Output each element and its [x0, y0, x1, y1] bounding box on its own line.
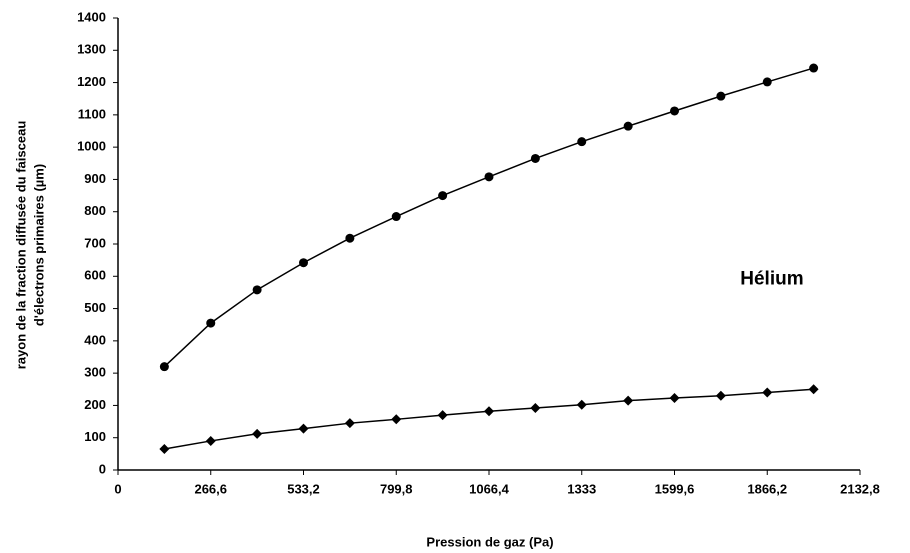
x-tick-label: 1066,4	[469, 481, 510, 496]
x-tick-label: 1599,6	[655, 481, 695, 496]
marker	[530, 403, 541, 414]
series-annotation: Hélium	[740, 268, 803, 289]
marker	[205, 435, 216, 446]
y-axis-label: rayon de la fraction diffusée du faiscea…	[13, 121, 28, 370]
y-tick-label: 1200	[77, 74, 106, 89]
marker	[715, 390, 726, 401]
marker	[623, 395, 634, 406]
y-tick-label: 600	[84, 268, 106, 283]
marker	[299, 258, 308, 268]
series-line	[163, 67, 814, 368]
marker	[530, 153, 540, 163]
marker	[808, 384, 819, 395]
marker	[206, 318, 216, 328]
y-tick-label: 1000	[77, 139, 106, 154]
x-tick-label: 533,2	[287, 481, 320, 496]
marker	[159, 362, 169, 372]
marker	[762, 387, 773, 398]
x-tick-label: 2132,8	[840, 481, 880, 496]
x-tick-label: 799,8	[380, 481, 413, 496]
y-tick-label: 700	[84, 235, 106, 250]
y-tick-label: 300	[84, 365, 106, 380]
y-tick-label: 1300	[77, 42, 106, 57]
x-tick-label: 1333	[567, 481, 596, 496]
marker	[437, 410, 448, 421]
marker	[484, 172, 494, 182]
y-tick-label: 0	[99, 461, 106, 476]
y-tick-label: 1100	[78, 106, 106, 121]
marker	[345, 233, 355, 243]
y-tick-label: 800	[84, 203, 106, 218]
marker	[391, 414, 402, 425]
x-tick-label: 1866,2	[747, 481, 787, 496]
y-tick-label: 200	[84, 397, 106, 412]
marker	[762, 77, 772, 87]
marker	[252, 285, 262, 295]
marker	[623, 121, 633, 131]
marker	[484, 406, 494, 417]
marker	[576, 399, 587, 410]
marker	[670, 106, 679, 116]
marker	[577, 137, 587, 147]
marker	[252, 428, 263, 439]
y-tick-label: 500	[84, 300, 106, 315]
marker	[344, 418, 355, 429]
marker	[809, 63, 819, 73]
y-tick-label: 1400	[77, 9, 106, 24]
y-tick-label: 900	[84, 171, 106, 186]
x-tick-label: 0	[114, 481, 121, 496]
marker	[669, 393, 680, 404]
marker	[716, 91, 726, 101]
y-tick-label: 400	[84, 332, 106, 347]
marker	[298, 423, 309, 434]
x-axis-label: Pression de gaz (Pa)	[426, 534, 553, 549]
marker	[438, 191, 448, 201]
x-tick-label: 266,6	[194, 481, 227, 496]
marker	[391, 212, 401, 222]
y-axis-label: d'électrons primaires (µm)	[31, 164, 46, 326]
series-line	[164, 388, 814, 450]
y-tick-label: 100	[84, 429, 106, 444]
marker	[159, 444, 170, 455]
